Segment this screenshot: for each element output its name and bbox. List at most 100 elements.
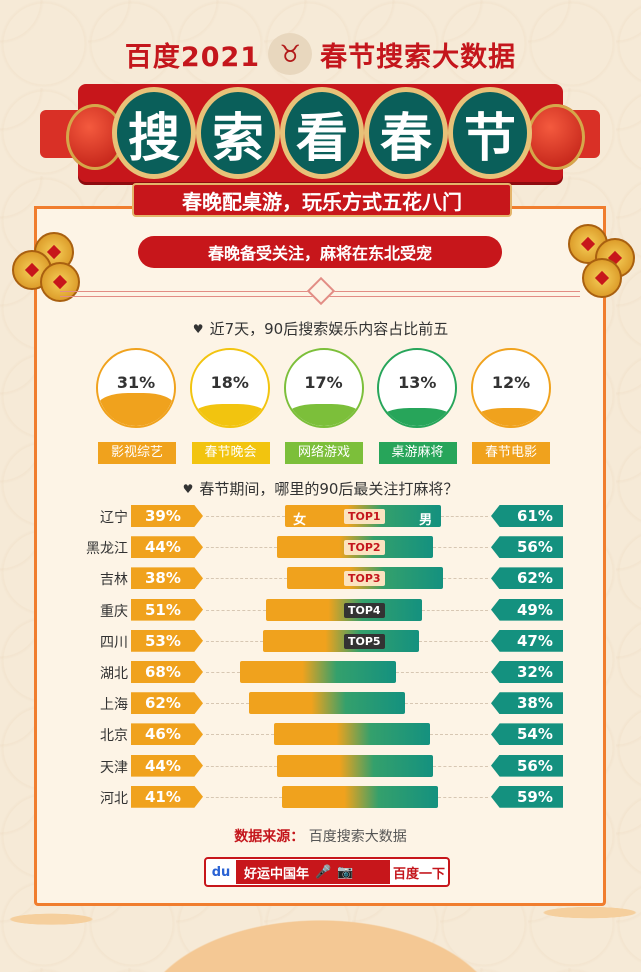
dash-line (206, 609, 267, 611)
chart2-row: 黑龙江 44% TOP2 56% (84, 536, 564, 560)
top-rank-badge: TOP3 (344, 571, 385, 587)
top-rank-badge: TOP2 (344, 540, 385, 556)
chart2-row: 上海 62% 38% (84, 692, 564, 716)
dash-line (422, 609, 488, 611)
chart2-title-text: 春节期间，哪里的90后最关注打麻将？ (199, 480, 459, 498)
big-char: 搜 (112, 87, 196, 179)
dash-line (206, 796, 283, 798)
chart1-fill (98, 393, 174, 426)
female-percent: 39% (131, 505, 203, 527)
female-percent: 44% (131, 536, 203, 559)
search-text: 好运中国年 (244, 866, 310, 882)
province-label: 河北 (100, 790, 128, 807)
female-percent: 44% (131, 754, 203, 777)
gender-bar (263, 629, 420, 652)
chart2-row: 重庆 51% TOP4 49% (84, 598, 564, 623)
chart1-fill (191, 403, 268, 426)
female-percent: 62% (131, 692, 203, 715)
dash-line (206, 672, 240, 673)
chart2-row: 吉林 38% TOP3 62% (84, 567, 564, 591)
chart1-circle: 18% (189, 348, 270, 428)
baidu-logo-icon: du (211, 864, 231, 880)
chart1-category-label: 桌游麻将 (378, 442, 457, 464)
chart1-category-label: 春节电影 (472, 442, 550, 464)
title-left: 百度2021 (124, 41, 261, 73)
gender-bar (274, 723, 431, 746)
male-label: 男 (419, 513, 433, 528)
male-percent: 62% (491, 567, 563, 590)
female-percent: 68% (131, 661, 203, 683)
female-percent: 41% (131, 785, 203, 808)
female-percent: 38% (131, 567, 203, 590)
male-percent: 59% (491, 785, 563, 808)
search-button[interactable]: 百度一下 (392, 866, 445, 882)
chart2-row: 四川 53% TOP5 47% (84, 629, 564, 654)
dash-line (438, 796, 488, 798)
chart1-fill (285, 404, 362, 426)
top-rank-badge: TOP5 (344, 633, 385, 649)
chart1-value-label: 17% (304, 373, 343, 392)
chart1-category-label: 网络游戏 (285, 442, 363, 464)
dash-line (206, 734, 275, 736)
dash-line (433, 765, 488, 767)
search-bar: du 好运中国年 🎤 📷 百度一下 (204, 857, 450, 887)
chart2-row: 辽宁 39% 女 男 TOP1 61% (84, 505, 564, 529)
big-char: 看 (280, 87, 364, 179)
dash-line (430, 734, 488, 736)
province-label: 上海 (100, 697, 128, 714)
chart1-category-label: 影视综艺 (98, 442, 176, 464)
dash-line (433, 547, 488, 549)
female-percent: 53% (131, 629, 203, 652)
dash-line (405, 703, 488, 705)
female-percent: 46% (131, 723, 203, 746)
top-rank-badge: TOP1 (344, 509, 385, 524)
female-percent: 51% (131, 598, 203, 621)
dash-line (441, 516, 488, 517)
big-char: 节 (448, 87, 532, 179)
dash-line (206, 765, 278, 767)
female-label: 女 (293, 513, 307, 528)
province-label: 天津 (100, 759, 128, 776)
province-label: 吉林 (100, 572, 128, 589)
province-label: 湖北 (100, 666, 128, 682)
chart1-category-label: 春节晚会 (191, 442, 270, 464)
subtitle: 春晚配桌游，玩乐方式五花八门 (132, 183, 512, 217)
gender-bar (277, 754, 434, 777)
dash-line (206, 578, 287, 580)
male-percent: 38% (491, 692, 563, 715)
chart1-circle: 31% (96, 348, 176, 428)
chart2-row: 天津 44% 56% (84, 754, 564, 779)
heart-icon: ♥ (182, 481, 194, 496)
male-percent: 56% (491, 536, 563, 559)
dash-line (395, 672, 488, 673)
male-percent: 32% (491, 661, 563, 683)
chart1-circle: 12% (471, 348, 551, 428)
chart2-row: 北京 46% 54% (84, 723, 564, 747)
coin-icon (582, 258, 622, 298)
section-tag: 春晚备受关注，麻将在东北受宠 (138, 236, 502, 268)
chart1-circle: 13% (377, 348, 458, 428)
search-input[interactable]: 好运中国年 🎤 📷 (236, 860, 390, 884)
male-percent: 56% (491, 754, 563, 777)
source-key: 数据来源： (234, 829, 305, 845)
data-source: 数据来源： 百度搜索大数据 (0, 826, 641, 846)
page-title: 百度2021 ♉ 春节搜索大数据 (0, 33, 641, 75)
coin-icon (40, 262, 80, 302)
microphone-icon[interactable]: 🎤 (315, 864, 332, 880)
province-label: 四川 (100, 634, 128, 651)
dash-line (419, 640, 488, 642)
camera-icon[interactable]: 📷 (337, 864, 354, 880)
gender-bar (249, 692, 406, 715)
province-label: 北京 (100, 728, 128, 745)
heart-icon: ♥ (192, 321, 204, 336)
dash-line (206, 640, 264, 642)
province-label: 重庆 (100, 603, 128, 620)
province-label: 黑龙江 (86, 541, 128, 558)
male-percent: 47% (491, 629, 563, 652)
chart1-title-text: 近7天，90后搜索娱乐内容占比前五 (209, 320, 449, 338)
ox-icon: ♉ (268, 33, 313, 75)
chart1-fill (379, 407, 456, 426)
chart1-circle: 17% (283, 348, 364, 428)
chart2-title: ♥ 春节期间，哪里的90后最关注打麻将？ (0, 478, 641, 499)
big-title: 搜 索 看 春 节 (112, 87, 532, 179)
